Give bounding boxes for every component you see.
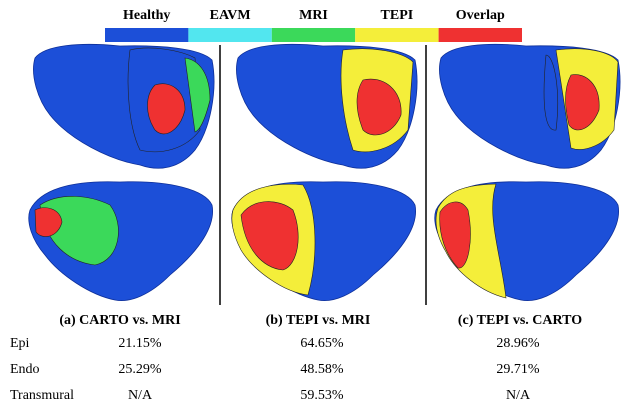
legend-swatch [188,28,271,42]
heart-panel [232,44,417,300]
results-table: Epi 21.15% 64.65% 28.96% Endo 25.29% 48.58% 29.… [10,336,540,403]
table-cell: 48.58% [300,362,344,377]
table-cell: 64.65% [300,336,344,351]
legend-swatch [355,28,438,42]
legend: Healthy EAVM MRI TEPI Overlap [105,8,522,42]
heart-renderings [29,44,620,300]
region [440,202,471,268]
row-label: Transmural [10,388,74,403]
legend-swatch [272,28,355,42]
panel-caption: (c) TEPI vs. CARTO [458,313,582,328]
table-cell: 28.96% [496,336,540,351]
panel-caption: (a) CARTO vs. MRI [59,313,180,328]
legend-label: MRI [299,8,328,23]
legend-label: Overlap [456,8,505,23]
legend-label: TEPI [381,8,414,23]
row-label: Endo [10,362,40,377]
legend-label: EAVM [210,8,251,23]
table-cell: 59.53% [300,388,344,403]
table-cell: N/A [128,388,153,403]
table-cell: N/A [506,388,531,403]
heart-panel [435,44,620,300]
panel-caption: (b) TEPI vs. MRI [266,313,371,328]
panel-captions: (a) CARTO vs. MRI (b) TEPI vs. MRI (c) TEP… [59,313,582,328]
legend-label: Healthy [123,8,170,23]
row-label: Epi [10,336,30,351]
legend-swatch [105,28,188,42]
legend-swatch [439,28,522,42]
figure: Healthy EAVM MRI TEPI Overlap (a) CARTO vs. … [0,0,623,404]
table-cell: 21.15% [118,336,162,351]
table-cell: 25.29% [118,362,162,377]
table-cell: 29.71% [496,362,540,377]
heart-panel [29,44,214,300]
